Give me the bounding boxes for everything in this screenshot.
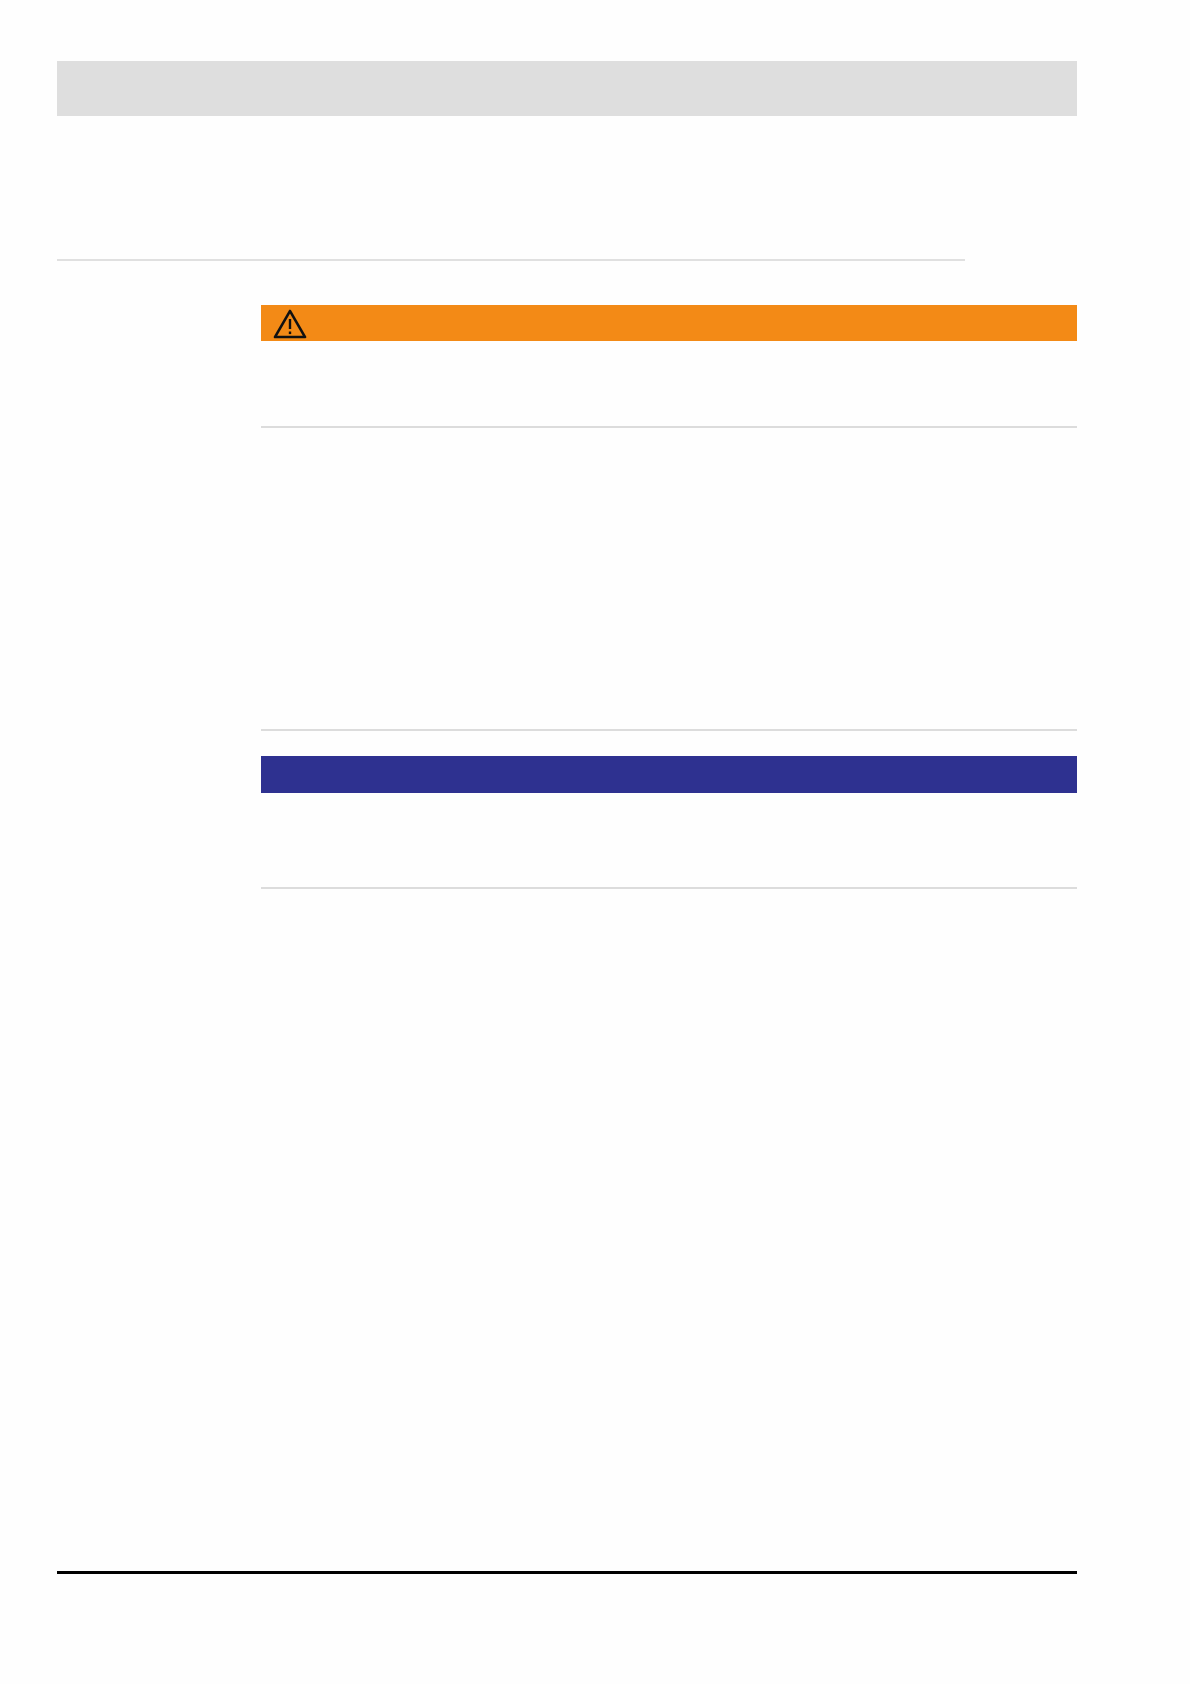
note-banner xyxy=(261,756,1077,793)
section-divider xyxy=(261,729,1077,731)
page-header-bar xyxy=(57,61,1077,116)
title-divider xyxy=(57,259,965,261)
footer-divider xyxy=(57,1571,1077,1574)
warning-divider xyxy=(261,426,1077,428)
warning-banner xyxy=(261,305,1077,341)
note-divider xyxy=(261,887,1077,889)
warning-triangle-icon xyxy=(273,309,307,339)
